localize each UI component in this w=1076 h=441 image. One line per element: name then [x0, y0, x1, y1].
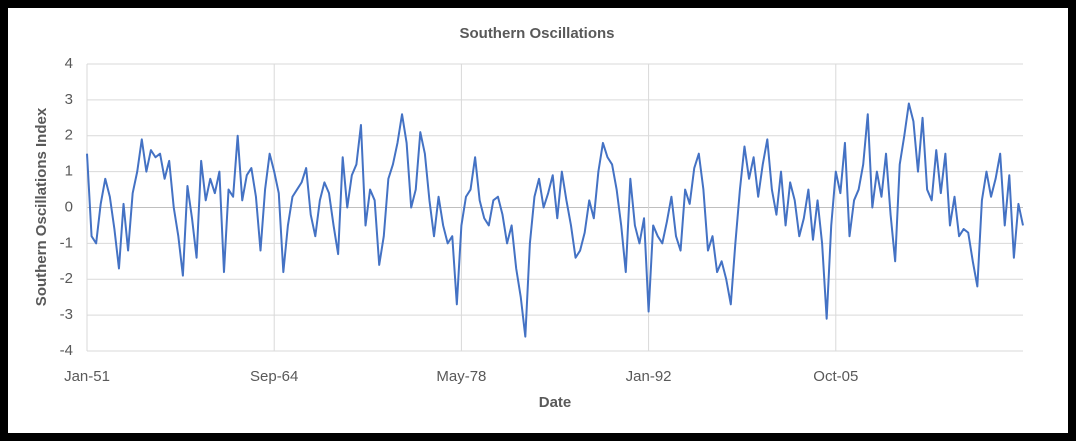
- y-axis-title: Southern Oscillations Index: [33, 107, 50, 306]
- y-tick-label: -3: [60, 306, 73, 323]
- y-tick-label: 2: [65, 127, 73, 144]
- x-tick-label: Sep-64: [250, 368, 298, 385]
- y-tick-label: 4: [65, 55, 73, 72]
- y-tick-label: 3: [65, 91, 73, 108]
- x-tick-label: May-78: [436, 368, 486, 385]
- x-axis-title: Date: [539, 394, 572, 411]
- y-tick-label: -2: [60, 270, 73, 287]
- x-tick-label: Jan-92: [626, 368, 672, 385]
- chart-title: Southern Oscillations: [459, 25, 614, 42]
- y-tick-label: 1: [65, 163, 73, 180]
- y-tick-label: 0: [65, 198, 73, 215]
- x-tick-label: Oct-05: [813, 368, 858, 385]
- x-tick-label: Jan-51: [64, 368, 110, 385]
- y-tick-label: -1: [60, 234, 73, 251]
- y-tick-label: -4: [60, 342, 73, 359]
- data-line: [86, 102, 1024, 338]
